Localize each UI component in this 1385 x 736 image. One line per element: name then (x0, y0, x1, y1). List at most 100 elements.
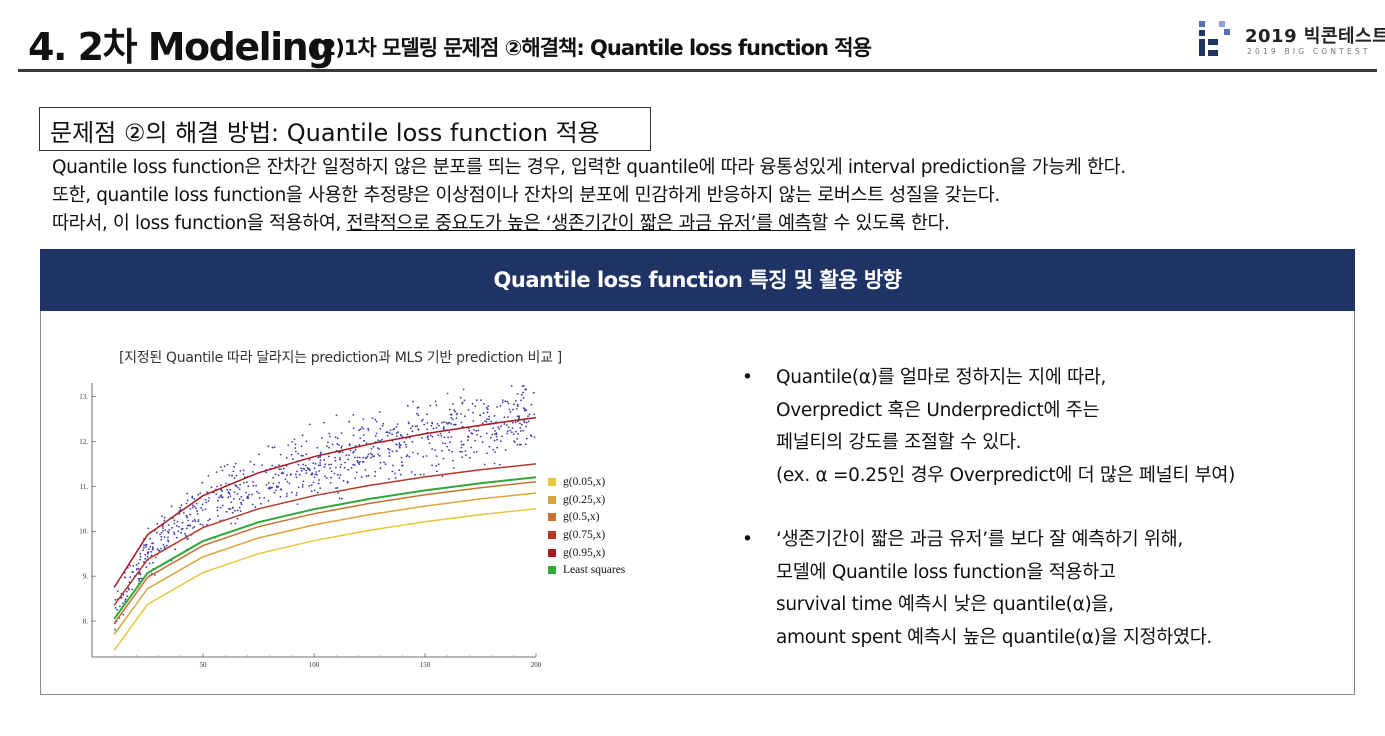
scatter-point (395, 426, 398, 428)
scatter-point (186, 499, 189, 502)
scatter-point (152, 546, 154, 548)
bigcontest-logo: 2019 빅콘테스트 2019 BIG CONTEST (1197, 18, 1385, 62)
scatter-point (129, 576, 132, 579)
scatter-point (221, 496, 224, 499)
scatter-point (491, 433, 494, 436)
scatter-point (516, 415, 519, 418)
scatter-point (328, 432, 331, 435)
scatter-point (374, 435, 377, 437)
scatter-point (312, 462, 315, 465)
scatter-point (305, 453, 308, 456)
legend-swatch (548, 530, 556, 539)
scatter-point (228, 507, 230, 510)
scatter-point (186, 516, 189, 519)
scatter-point (319, 459, 322, 461)
intro-text: Quantile loss function은 잔차간 일정하지 않은 분포를 … (52, 154, 1126, 238)
scatter-point (495, 435, 498, 438)
scatter-point (149, 537, 152, 540)
scatter-point (446, 423, 449, 425)
scatter-point (333, 472, 336, 475)
scatter-point (116, 590, 119, 592)
scatter-point (317, 482, 320, 485)
scatter-point (149, 545, 152, 548)
scatter-point (231, 474, 234, 477)
scatter-point (375, 432, 378, 435)
scatter-point (280, 488, 283, 491)
scatter-point (319, 487, 322, 489)
scatter-point (295, 476, 298, 479)
scatter-point (431, 464, 433, 467)
scatter-point (272, 476, 274, 479)
scatter-point (231, 511, 234, 514)
scatter-point (173, 522, 176, 525)
scatter-point (371, 453, 373, 456)
scatter-point (197, 519, 200, 521)
scatter-point (199, 523, 202, 526)
bullet-marker: • (742, 529, 753, 550)
scatter-point (476, 433, 478, 436)
scatter-point (233, 491, 236, 494)
scatter-point (148, 562, 151, 565)
scatter-point (312, 481, 315, 484)
scatter-point (296, 470, 298, 473)
scatter-point (386, 434, 389, 437)
scatter-point (358, 444, 361, 446)
scatter-point (358, 429, 360, 432)
scatter-point (269, 486, 271, 489)
panel-body (40, 311, 1355, 695)
scatter-point (367, 453, 370, 456)
scatter-point (465, 454, 467, 457)
scatter-point (246, 495, 249, 498)
scatter-point (374, 470, 377, 473)
scatter-point (258, 453, 260, 456)
scatter-point (300, 469, 303, 472)
scatter-point (453, 409, 456, 411)
scatter-point (342, 480, 345, 482)
scatter-point (318, 470, 321, 472)
scatter-point (290, 453, 293, 456)
scatter-point (431, 435, 434, 438)
scatter-point (338, 497, 341, 500)
scatter-point (236, 493, 239, 495)
scatter-point (419, 473, 422, 476)
scatter-point (179, 506, 181, 509)
y-tick-label: 10. (79, 528, 88, 536)
scatter-point (154, 556, 157, 559)
scatter-point (485, 421, 488, 423)
scatter-point (479, 414, 481, 416)
scatter-point (506, 432, 508, 435)
scatter-point (461, 450, 463, 453)
scatter-point (143, 544, 145, 547)
scatter-point (346, 480, 349, 483)
scatter-point (499, 405, 502, 407)
scatter-point (191, 506, 194, 509)
scatter-point (242, 473, 245, 476)
legend-item: g(0.25,x) (548, 491, 625, 509)
scatter-point (448, 421, 450, 424)
scatter-point (188, 524, 191, 527)
scatter-point (400, 456, 403, 459)
scatter-point (377, 439, 380, 442)
scatter-point (525, 409, 528, 411)
scatter-point (302, 454, 304, 457)
scatter-point (417, 414, 420, 417)
scatter-point (387, 447, 390, 450)
scatter-point (156, 548, 159, 551)
scatter-point (442, 442, 444, 444)
scatter-point (274, 473, 277, 476)
scatter-point (383, 461, 385, 464)
scatter-point (325, 477, 328, 479)
scatter-point (251, 503, 254, 506)
scatter-point (435, 465, 438, 467)
scatter-point (503, 423, 506, 425)
scatter-point (124, 598, 127, 601)
scatter-point (221, 469, 224, 472)
scatter-point (396, 423, 399, 425)
scatter-point (285, 457, 288, 459)
scatter-point (524, 409, 526, 412)
scatter-point (440, 435, 443, 437)
scatter-point (341, 451, 344, 453)
scatter-point (379, 467, 382, 470)
scatter-point (416, 452, 419, 455)
bullet-group: • Quantile(α)를 얼마로 정하지는 지에 따라, Overpredict… (740, 362, 1235, 492)
